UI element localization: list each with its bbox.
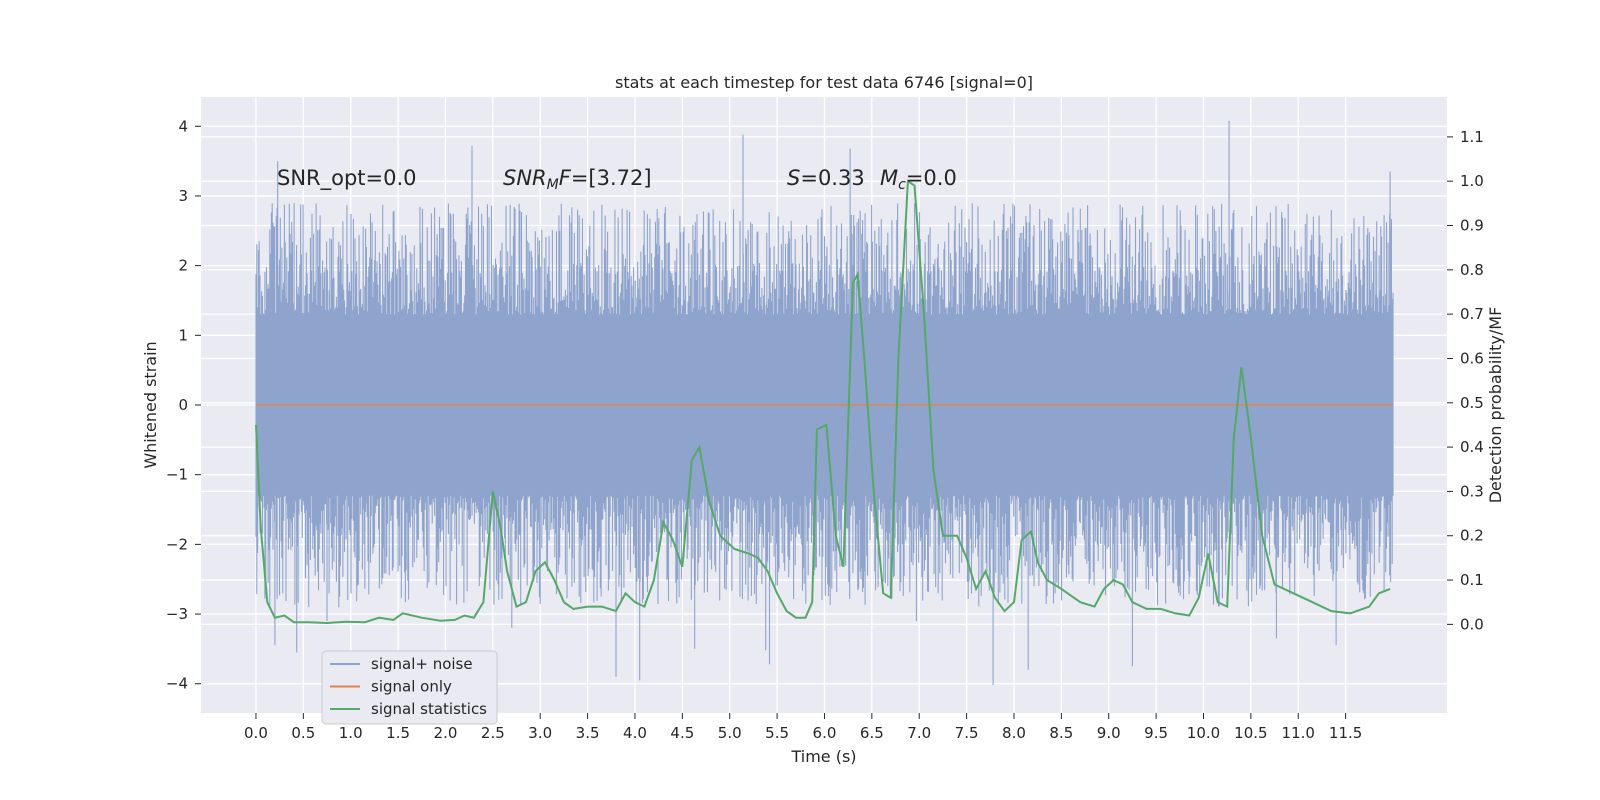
x-tick-label: 4.0	[623, 724, 647, 742]
x-tick-label: 3.0	[528, 724, 552, 742]
legend-box	[321, 650, 498, 725]
x-tick-label: 11.0	[1282, 724, 1315, 742]
x-tick-label: 2.0	[434, 724, 458, 742]
annotation-part: SNR	[503, 166, 547, 190]
y-right-tick-label: 0.8	[1460, 261, 1484, 279]
y-left-tick-label: −2	[166, 535, 188, 553]
x-tick-label: 2.5	[481, 724, 505, 742]
y-axis-right: 0.0 0.1 0.2 0.3 0.4 0.5 0.6 0.7 0.8 0.9 1.0 1.1	[1447, 128, 1484, 633]
annotation-snr-mf: SNRMF=[3.72]	[503, 166, 652, 193]
annotation-part: =[3.72]	[571, 166, 652, 190]
signal-statistics-line	[255, 179, 1391, 625]
y-right-tick-label: 0.1	[1460, 571, 1484, 589]
y-left-tick-label: 2	[178, 257, 188, 275]
x-tick-label: 10.5	[1234, 724, 1267, 742]
y-right-tick-label: 0.6	[1460, 349, 1484, 367]
y-right-tick-label: 0.4	[1460, 438, 1484, 456]
legend-label: signal only	[371, 678, 452, 696]
y-axis-right-label: Detection probability/MF	[1486, 307, 1505, 504]
annotation-part: M	[880, 166, 898, 190]
y-axis-left: −4 −3 −2 −1 0 1 2 3 4	[166, 117, 201, 693]
annotation-snr-opt: SNR_opt=0.0	[277, 166, 417, 191]
annotation-part: F	[559, 166, 572, 190]
legend-label: signal statistics	[371, 700, 487, 718]
x-tick-label: 0.0	[244, 724, 268, 742]
x-tick-label: 10.0	[1187, 724, 1220, 742]
y-left-tick-label: 0	[178, 396, 188, 414]
annotation-part: c	[898, 177, 906, 193]
y-left-tick-label: 3	[178, 187, 188, 205]
y-left-tick-label: −1	[166, 466, 188, 484]
x-tick-label: 8.0	[1002, 724, 1026, 742]
annotation-part: S	[787, 166, 800, 190]
y-right-tick-label: 0.0	[1460, 615, 1484, 633]
x-tick-label: 7.0	[907, 724, 931, 742]
annotation-part: SNR_opt=0.0	[277, 166, 417, 191]
y-right-tick-label: 0.5	[1460, 394, 1484, 412]
x-tick-label: 6.5	[860, 724, 884, 742]
x-tick-label: 5.5	[765, 724, 789, 742]
x-tick-label: 4.5	[670, 724, 694, 742]
y-axis-left-label: Whitened strain	[141, 341, 160, 468]
chart-title: stats at each timestep for test data 674…	[615, 73, 1033, 92]
x-tick-label: 6.0	[813, 724, 837, 742]
annotation-part: =0.33	[800, 166, 864, 190]
x-axis-label: Time (s)	[790, 747, 856, 766]
y-right-tick-label: 0.7	[1460, 305, 1484, 323]
annotation-part: M	[547, 177, 559, 193]
annotation-mc: Mc=0.0	[880, 166, 957, 193]
x-tick-label: 7.5	[955, 724, 979, 742]
y-left-tick-label: −3	[166, 605, 188, 623]
x-tick-label: 3.5	[576, 724, 600, 742]
annotation-s-stat: S=0.33	[787, 166, 865, 190]
y-left-tick-label: 4	[178, 117, 188, 135]
y-right-tick-label: 0.3	[1460, 482, 1484, 500]
y-right-tick-label: 0.2	[1460, 527, 1484, 545]
annotation-part: =0.0	[906, 166, 957, 190]
x-tick-label: 5.0	[718, 724, 742, 742]
x-tick-label: 1.5	[386, 724, 410, 742]
x-tick-label: 11.5	[1329, 724, 1362, 742]
y-left-tick-label: −4	[166, 675, 188, 693]
y-right-tick-label: 1.0	[1460, 172, 1484, 190]
x-axis: 0.0 0.5 1.0 1.5 2.0 2.5 3.0 3.5 4.0 4.5 5.0 5.5 6.0 6…	[244, 713, 1362, 742]
y-left-tick-label: 1	[178, 326, 188, 344]
x-tick-label: 0.5	[291, 724, 315, 742]
x-tick-label: 9.5	[1144, 724, 1168, 742]
x-tick-label: 1.0	[339, 724, 363, 742]
legend-label: signal+ noise	[371, 655, 473, 673]
x-tick-label: 9.0	[1097, 724, 1121, 742]
legend: signal+ noise signal only signal statistic…	[321, 650, 498, 725]
annotations: SNR_opt=0.0 SNRMF=[3.72] S=0.33 Mc=0.0	[277, 166, 957, 193]
y-right-tick-label: 0.9	[1460, 217, 1484, 235]
y-right-tick-label: 1.1	[1460, 128, 1484, 146]
x-tick-label: 8.5	[1049, 724, 1073, 742]
